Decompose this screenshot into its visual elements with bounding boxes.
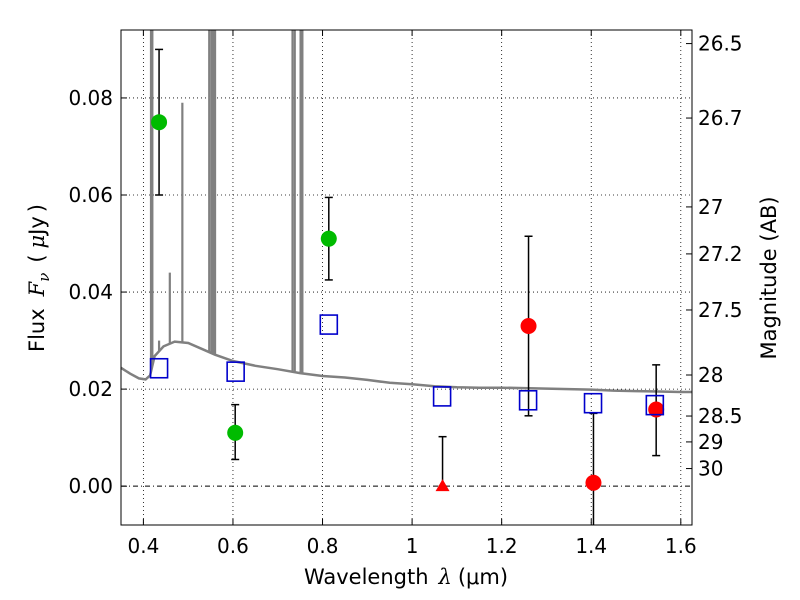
mag-tick-label: 28.5 xyxy=(698,404,743,428)
x-tick-label: 1.6 xyxy=(665,534,697,558)
model-flux-box xyxy=(226,361,245,382)
x-tick-label: 0.8 xyxy=(307,534,339,558)
x-axis-label: Wavelength λ (μm) xyxy=(304,565,508,589)
y-tick-label: 0.08 xyxy=(68,86,113,110)
plot-background xyxy=(121,30,692,525)
model-flux-box xyxy=(645,394,665,416)
mag-tick-label: 28 xyxy=(698,363,723,387)
mag-tick-label: 26.7 xyxy=(698,106,743,130)
data-point-circle xyxy=(585,474,602,491)
y-tick-label: 0.06 xyxy=(68,183,113,207)
x-tick-label: 1.2 xyxy=(486,534,518,558)
model-flux-box xyxy=(583,392,603,414)
data-point-circle xyxy=(151,114,168,131)
plot-frame xyxy=(120,29,693,526)
x-tick-label: 1.4 xyxy=(575,534,607,558)
mag-tick-label: 27.2 xyxy=(698,242,743,266)
model-flux-box xyxy=(149,357,169,379)
mag-tick-label: 29 xyxy=(698,430,723,454)
data-point-circle xyxy=(648,401,665,418)
grid xyxy=(121,30,692,525)
y-tick-label: 0.00 xyxy=(68,474,113,498)
mag-tick-label: 26.5 xyxy=(698,32,743,56)
y-axis-label: FluxFν(μJy) xyxy=(25,204,53,352)
x-tick-label: 0.4 xyxy=(127,534,159,558)
data-point-circle xyxy=(227,424,244,441)
data-point-triangle xyxy=(435,479,450,492)
model-flux-box xyxy=(319,314,339,335)
y-tick-label: 0.04 xyxy=(68,280,113,304)
sed-model xyxy=(120,30,692,394)
data-points xyxy=(149,48,665,525)
axis-ticks: 0.4 0.6 0.8 1 1.2 1.4 1.6 0.00 0.02 0.04 0.06 0.08 2… xyxy=(68,30,743,558)
y-tick-label: 0.02 xyxy=(68,377,113,401)
mag-tick-label: 30 xyxy=(698,457,723,481)
mag-tick-label: 27 xyxy=(698,195,723,219)
mag-tick-label: 27.5 xyxy=(698,298,743,322)
model-flux-box xyxy=(518,389,538,411)
data-point-circle xyxy=(520,318,537,335)
model-flux-box xyxy=(432,386,452,407)
x-tick-label: 1 xyxy=(406,534,419,558)
data-point-circle xyxy=(320,230,337,247)
y-axis-right-label: Magnitude (AB) xyxy=(757,196,781,359)
sed-continuum-line xyxy=(120,340,692,394)
x-tick-label: 0.6 xyxy=(217,534,249,558)
